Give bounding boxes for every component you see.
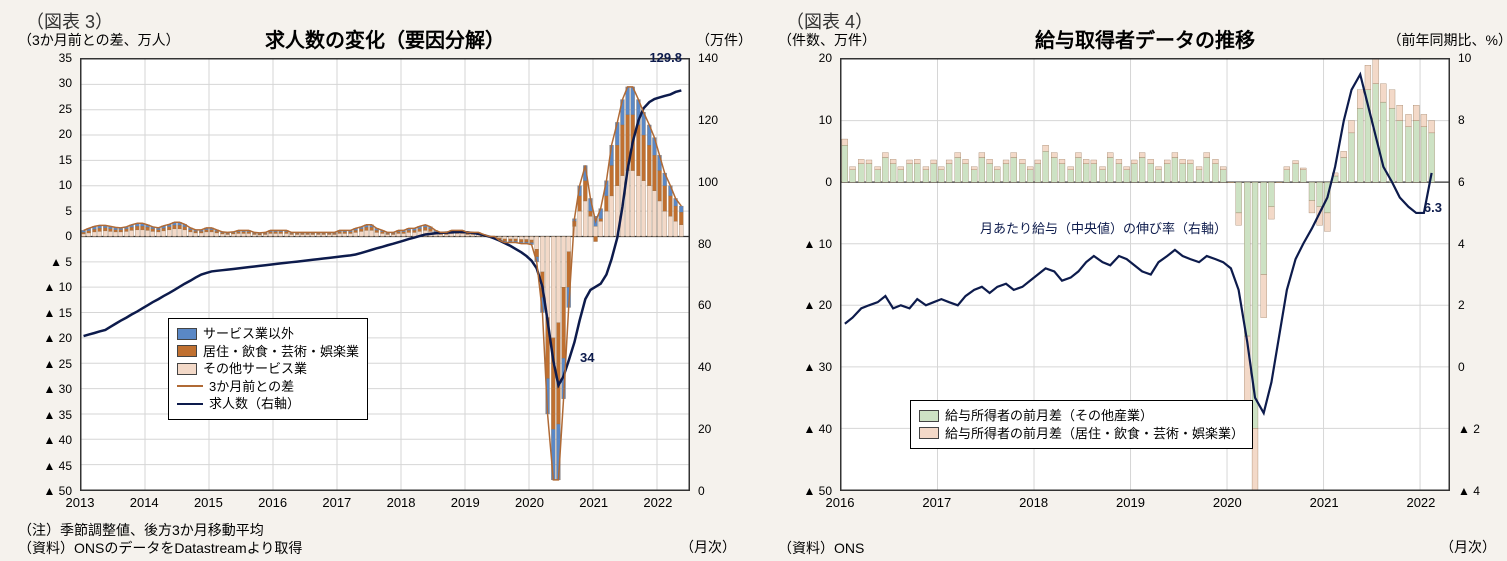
chart3-y-left-ticks: 35302520151050▲ 5▲ 10▲ 15▲ 20▲ 25▲ 30▲ 3… <box>10 58 76 491</box>
chart4-y-right-ticks: 1086420▲ 2▲ 4 <box>1454 58 1507 491</box>
chart4-legend: 給与所得者の前月差（その他産業）給与所得者の前月差（居住・飲食・芸術・娯楽業） <box>910 400 1253 449</box>
chart3-y-right-ticks: 020406080100120140 <box>694 58 760 491</box>
chart3-note-2: （資料）ONSのデータをDatastreamより取得 <box>18 540 302 558</box>
chart4-y-right-label: （前年同期比、%） <box>1388 30 1507 50</box>
chart3-legend: サービス業以外居住・飲食・芸術・娯楽業その他サービス業3か月前との差求人数（右軸… <box>168 318 368 420</box>
chart3-y-right-label: （万件） <box>696 30 752 50</box>
chart3-plot <box>80 58 690 491</box>
chart3-panel: （図表 3） 求人数の変化（要因分解） （3か月前との差、万人） （万件） 35… <box>10 0 760 561</box>
chart4-x-ticks: 2016201720182019202020212022 <box>840 495 1450 513</box>
chart4-annot-end: 6.3 <box>1424 200 1442 215</box>
chart4-y-left-label: （件数、万件） <box>778 30 876 50</box>
chart3-x-ticks: 2013201420152016201720182019202020212022 <box>80 495 690 513</box>
chart4-x-unit: （月次） <box>1440 537 1496 557</box>
chart3-x-unit: （月次） <box>680 537 736 557</box>
chart4-notes: （資料）ONS <box>778 540 864 558</box>
chart4-panel: （図表 4） 給与取得者データの推移 （件数、万件） （前年同期比、%） 201… <box>770 0 1507 561</box>
page: （図表 3） 求人数の変化（要因分解） （3か月前との差、万人） （万件） 35… <box>0 0 1507 561</box>
chart4-note-1: （資料）ONS <box>778 540 864 558</box>
chart3-notes: （注）季節調整値、後方3か月移動平均 （資料）ONSのデータをDatastrea… <box>18 522 302 557</box>
chart3-note-1: （注）季節調整値、後方3か月移動平均 <box>18 522 302 540</box>
chart4-mid-label: 月あたり給与（中央値）の伸び率（右軸） <box>980 218 1227 237</box>
chart3-annot-top: 129.8 <box>649 50 682 65</box>
chart4-y-left-ticks: 20100▲ 10▲ 20▲ 30▲ 40▲ 50 <box>770 58 836 491</box>
chart3-annot-mid: 34 <box>580 350 594 365</box>
chart3-y-left-label: （3か月前との差、万人） <box>18 30 180 50</box>
